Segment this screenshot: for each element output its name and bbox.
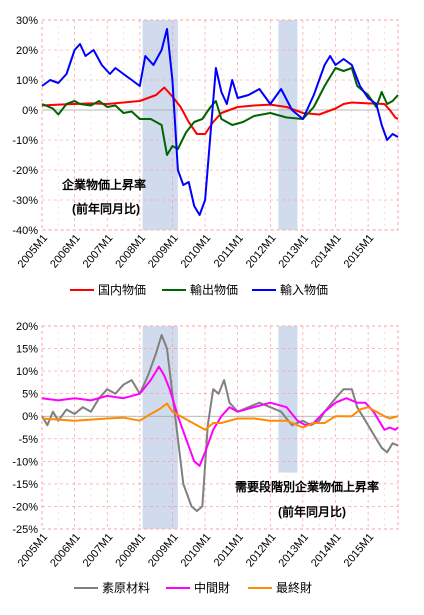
series-line — [41, 402, 399, 431]
shaded-period — [278, 326, 298, 473]
y-tick-label: -40% — [12, 225, 38, 237]
legend-label: 中間財 — [194, 580, 230, 595]
chart-annotation: 需要段階別企業物価上昇率 — [235, 479, 379, 494]
y-tick-label: -5% — [18, 434, 38, 446]
legend-label: 最終財 — [276, 580, 312, 595]
y-tick-label: 15% — [16, 344, 38, 356]
chart-annotation-subtitle: (前年同月比) — [278, 504, 346, 519]
shaded-period — [278, 20, 298, 230]
chart-annotation: 企業物価上昇率 — [61, 177, 146, 192]
chart-annotation-subtitle: (前年同月比) — [72, 201, 140, 216]
y-tick-label: -10% — [12, 456, 38, 468]
legend-label: 輸出物価 — [190, 282, 238, 297]
series-line — [41, 67, 399, 156]
legend-label: 輸入物価 — [280, 282, 328, 297]
y-tick-label: 0% — [22, 411, 38, 423]
legend-label: 素原材料 — [102, 581, 150, 595]
y-tick-label: 5% — [22, 389, 38, 401]
y-tick-label: -10% — [12, 135, 38, 147]
shaded-period — [142, 326, 178, 529]
y-tick-label: 10% — [16, 75, 38, 87]
y-tick-label: 20% — [16, 321, 38, 333]
y-tick-label: -25% — [12, 524, 38, 536]
series-line — [41, 28, 399, 216]
y-tick-label: -20% — [12, 165, 38, 177]
series-line — [41, 365, 399, 467]
y-tick-label: 0% — [22, 105, 38, 117]
plot-frame — [41, 19, 399, 231]
y-tick-label: 20% — [16, 45, 38, 57]
y-tick-label: 30% — [16, 15, 38, 27]
series-line — [41, 86, 399, 135]
y-tick-label: -30% — [12, 195, 38, 207]
legend-label: 国内物価 — [98, 283, 146, 297]
y-tick-label: -15% — [12, 479, 38, 491]
y-tick-label: 10% — [16, 366, 38, 378]
y-tick-label: -20% — [12, 501, 38, 513]
